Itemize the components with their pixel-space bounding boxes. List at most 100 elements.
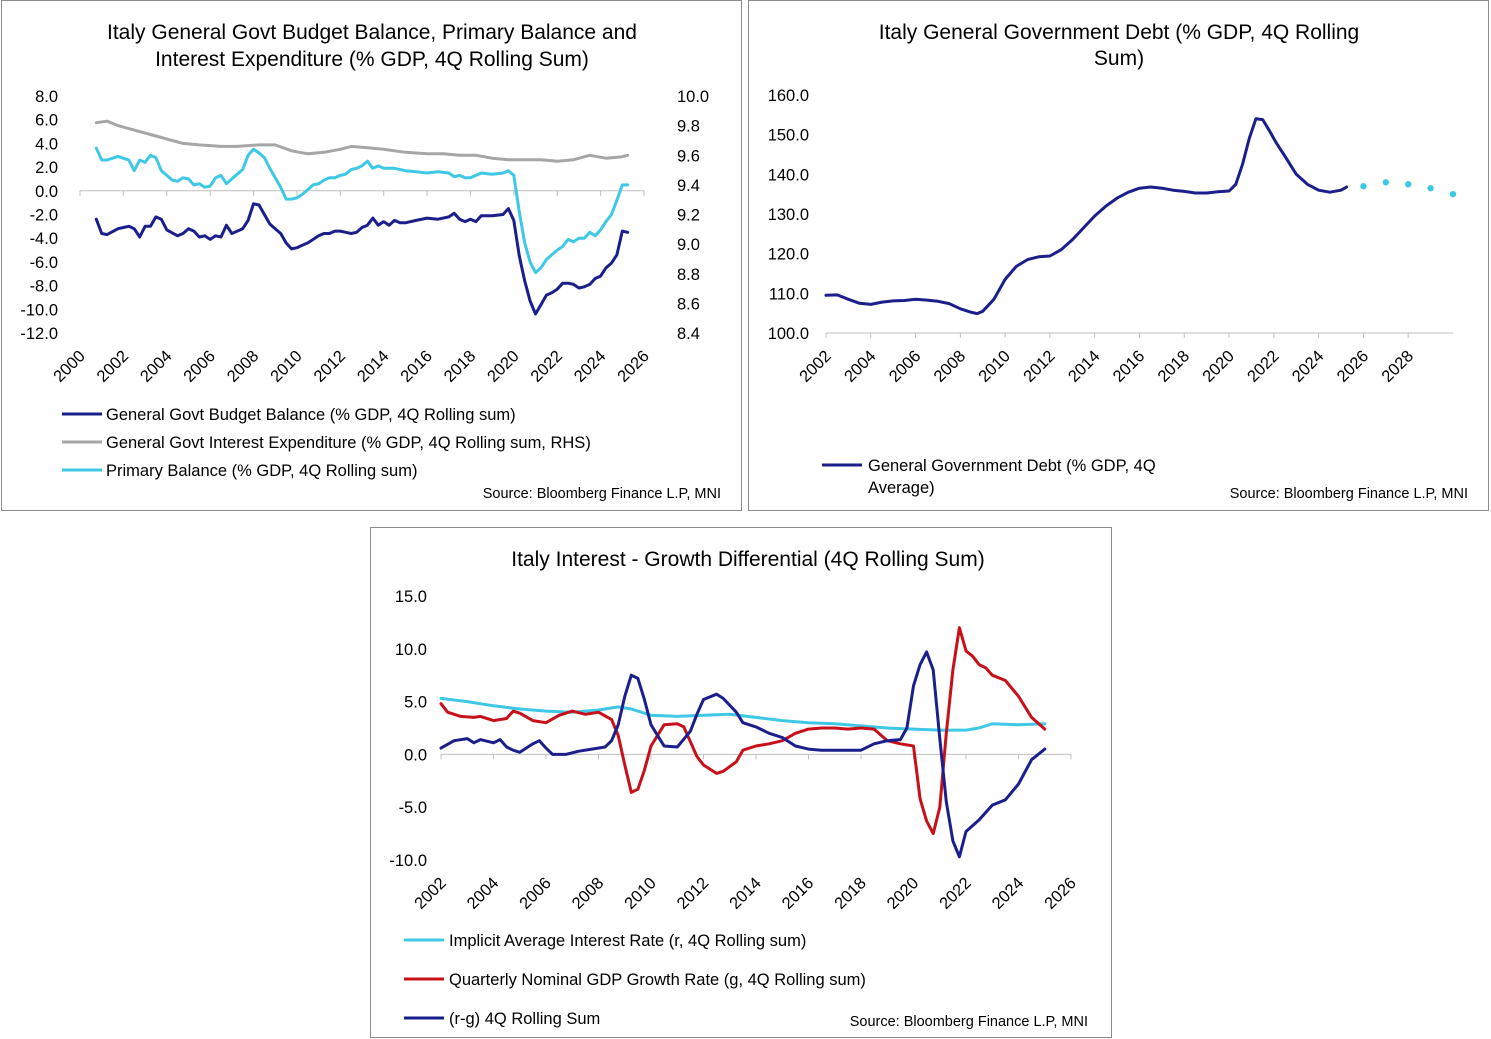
y2-tick-label: 9.4 bbox=[677, 177, 700, 195]
y-tick-label: 130.0 bbox=[768, 206, 809, 224]
chart-title: Italy Interest - Growth Differential (4Q… bbox=[511, 548, 984, 571]
x-tick-label: 2014 bbox=[1065, 347, 1104, 386]
y2-tick-label: 8.8 bbox=[677, 266, 700, 284]
legend-label-gdp-growth: Quarterly Nominal GDP Growth Rate (g, 4Q… bbox=[449, 971, 866, 989]
y-tick-label: 15.0 bbox=[395, 588, 427, 606]
x-tick-label: 2018 bbox=[1154, 347, 1193, 386]
series-line-general-govt-budget-balance-gdp-4q-rolling-sum bbox=[94, 202, 630, 316]
y-tick-label: 4.0 bbox=[35, 135, 58, 153]
x-tick-label: 2028 bbox=[1378, 347, 1417, 386]
x-tick-label: 2010 bbox=[975, 347, 1014, 386]
x-tick-label: 2024 bbox=[989, 874, 1028, 913]
forecast-point bbox=[1427, 185, 1434, 192]
legend-label-line: General Government Debt (% GDP, 4Q bbox=[868, 457, 1156, 475]
y-tick-label: 140.0 bbox=[768, 166, 809, 184]
y2-tick-label: 8.6 bbox=[677, 295, 700, 313]
x-tick-label: 2022 bbox=[936, 874, 975, 913]
y2-tick-label: 8.4 bbox=[677, 325, 700, 343]
x-tick-label: 2022 bbox=[1244, 347, 1283, 386]
x-tick-label: 2004 bbox=[137, 347, 176, 386]
y-tick-label: -10.0 bbox=[389, 852, 427, 870]
y-tick-label: 2.0 bbox=[35, 159, 58, 177]
x-tick-label: 2026 bbox=[1334, 347, 1373, 386]
legend: Implicit Average Interest Rate (r, 4Q Ro… bbox=[404, 932, 866, 1028]
y-tick-label: 6.0 bbox=[35, 112, 58, 130]
legend-label-interest-expenditure: General Govt Interest Expenditure (% GDP… bbox=[106, 434, 591, 452]
x-tick-label: 2012 bbox=[674, 874, 713, 913]
x-tick-label: 2022 bbox=[527, 347, 566, 386]
series-line-quarterly-nominal-gdp-growth-rate-g-4q-rolling-sum bbox=[439, 626, 1047, 836]
series-line-general-govt-interest-expenditure-gdp-4q-rolling-sum-rhs bbox=[94, 119, 630, 163]
x-tick-label: 2006 bbox=[886, 347, 925, 386]
y-tick-label: -4.0 bbox=[30, 230, 58, 248]
x-tick-label: 2026 bbox=[1041, 874, 1080, 913]
y-tick-label: 10.0 bbox=[395, 641, 427, 659]
legend-label-government-debt: General Government Debt (% GDP, 4Q Averag… bbox=[868, 457, 1156, 497]
x-tick-label: 2008 bbox=[569, 874, 608, 913]
x-tick-label: 2014 bbox=[354, 347, 393, 386]
x-tick-label: 2010 bbox=[621, 874, 660, 913]
x-tick-label: 2012 bbox=[310, 347, 349, 386]
x-tick-label: 2002 bbox=[94, 347, 133, 386]
chart-panel-budget-balance: Italy General Govt Budget Balance, Prima… bbox=[1, 0, 742, 511]
y-tick-label: 0.0 bbox=[404, 746, 427, 764]
y-tick-label: 8.0 bbox=[35, 88, 58, 106]
forecast-point bbox=[1360, 183, 1367, 190]
government-debt-chart: Italy General Government Debt (% GDP, 4Q… bbox=[768, 21, 1468, 502]
y-tick-label: -12.0 bbox=[20, 325, 58, 343]
x-tick-label: 2008 bbox=[930, 347, 969, 386]
x-tick-label: 2016 bbox=[1110, 347, 1149, 386]
source-note: Source: Bloomberg Finance L.P, MNI bbox=[483, 486, 721, 502]
x-tick-label: 2000 bbox=[50, 347, 89, 386]
y-tick-label: 150.0 bbox=[768, 127, 809, 145]
x-tick-label: 2002 bbox=[411, 874, 450, 913]
forecast-point bbox=[1382, 179, 1390, 186]
series-line-general-government-debt-gdp-4q-average bbox=[824, 117, 1349, 316]
series-line-r-g-4q-rolling-sum bbox=[439, 650, 1047, 859]
y2-tick-label: 9.2 bbox=[677, 207, 700, 225]
x-tick-label: 2004 bbox=[841, 347, 880, 386]
y2-tick-label: 9.0 bbox=[677, 236, 700, 254]
budget-balance-chart: Italy General Govt Budget Balance, Prima… bbox=[20, 21, 721, 502]
y-tick-label: 120.0 bbox=[768, 246, 809, 264]
y-tick-label: 0.0 bbox=[35, 183, 58, 201]
source-note: Source: Bloomberg Finance L.P, MNI bbox=[850, 1014, 1088, 1030]
legend: General Government Debt (% GDP, 4Q Averag… bbox=[822, 457, 1156, 497]
y-tick-label: -6.0 bbox=[30, 254, 58, 272]
legend-label-interest-rate: Implicit Average Interest Rate (r, 4Q Ro… bbox=[449, 932, 806, 950]
y2-tick-label: 10.0 bbox=[677, 88, 709, 106]
y-tick-label: -2.0 bbox=[30, 207, 58, 225]
y2-tick-label: 9.8 bbox=[677, 118, 700, 136]
y-tick-label: 5.0 bbox=[404, 694, 427, 712]
y-tick-label: 100.0 bbox=[768, 325, 809, 343]
x-tick-label: 2016 bbox=[779, 874, 818, 913]
x-tick-label: 2004 bbox=[464, 874, 503, 913]
x-tick-label: 2006 bbox=[516, 874, 555, 913]
legend-label-r-minus-g: (r-g) 4Q Rolling Sum bbox=[449, 1010, 600, 1028]
x-tick-label: 2018 bbox=[831, 874, 870, 913]
x-tick-label: 2024 bbox=[1289, 347, 1328, 386]
y-tick-label: -10.0 bbox=[20, 301, 58, 319]
chart-panel-interest-growth-differential: Italy Interest - Growth Differential (4Q… bbox=[370, 527, 1112, 1038]
x-tick-label: 2012 bbox=[1020, 347, 1059, 386]
legend-label-line: Average) bbox=[868, 479, 935, 497]
x-tick-label: 2018 bbox=[441, 347, 480, 386]
x-tick-label: 2026 bbox=[614, 347, 653, 386]
chart-title-line-1: Italy General Government Debt (% GDP, 4Q… bbox=[879, 21, 1360, 44]
legend-label-budget-balance: General Govt Budget Balance (% GDP, 4Q R… bbox=[106, 406, 516, 424]
chart-panel-government-debt: Italy General Government Debt (% GDP, 4Q… bbox=[748, 0, 1489, 511]
x-tick-label: 2024 bbox=[571, 347, 610, 386]
legend: General Govt Budget Balance (% GDP, 4Q R… bbox=[62, 406, 591, 480]
y-tick-label: 110.0 bbox=[769, 285, 809, 303]
series-line-primary-balance-gdp-4q-rolling-sum bbox=[94, 146, 630, 275]
chart-title-line-1: Italy General Govt Budget Balance, Prima… bbox=[107, 21, 637, 44]
chart-title-line-2: Interest Expenditure (% GDP, 4Q Rolling … bbox=[155, 48, 589, 71]
interest-growth-chart: Italy Interest - Growth Differential (4Q… bbox=[389, 548, 1088, 1030]
x-tick-label: 2020 bbox=[484, 347, 523, 386]
y-tick-label: 160.0 bbox=[768, 87, 809, 105]
y2-tick-label: 9.6 bbox=[677, 147, 700, 165]
chart-title-line-2: Sum) bbox=[1094, 47, 1144, 70]
legend-label-primary-balance: Primary Balance (% GDP, 4Q Rolling sum) bbox=[106, 462, 417, 480]
y-tick-label: -5.0 bbox=[399, 799, 427, 817]
y-tick-label: -8.0 bbox=[30, 278, 58, 296]
